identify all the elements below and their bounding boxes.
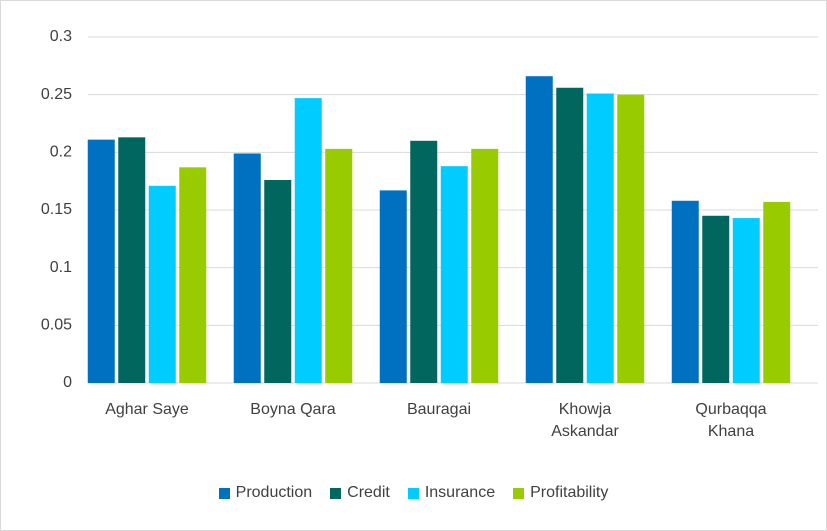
bar [702,215,730,383]
y-tick-label: 0.2 [50,144,72,161]
bar [440,166,468,383]
y-tick-label: 0.3 [50,28,72,45]
bar [87,139,115,383]
bar [264,180,292,383]
x-tick-label: Bauragai [406,401,472,418]
y-tick-label: 0.25 [41,86,72,103]
x-tick-label: Aghar Saye [105,401,189,418]
y-tick-label: 0.15 [41,201,72,218]
legend-item: Profitability [513,484,608,502]
bar [148,185,176,383]
bar [671,200,699,383]
x-tick-label: Qurbaqqa Khana [695,401,767,440]
bar [233,153,261,383]
bar [294,98,322,384]
legend-item: Insurance [407,484,496,502]
y-tick-label: 0 [63,374,72,391]
y-tick-label: 0.05 [41,317,72,334]
legend-swatch [330,487,342,499]
legend-item: Production [218,484,313,502]
bar [179,167,207,383]
x-tick-label: Boyna Qara [250,401,336,418]
bar [732,218,760,383]
legend-item: Credit [330,484,390,502]
bar [556,87,584,383]
bar [410,140,438,383]
legend-label: Production [235,484,313,501]
x-tick-label: Khowja Askandar [551,401,619,440]
bar [471,148,499,383]
legend-label: Insurance [424,484,496,501]
bar [763,201,791,383]
legend-label: Credit [347,484,390,501]
legend-swatch [218,487,230,499]
y-tick-label: 0.1 [50,259,72,276]
legend-swatch [407,487,419,499]
legend-swatch [513,487,525,499]
bar [118,137,146,383]
bar [379,190,407,383]
bar [525,76,553,384]
bar [325,148,353,383]
bar [617,94,645,384]
legend-label: Profitability [530,484,609,501]
legend: Production Credit Insurance Profitability [0,484,827,502]
bar [586,93,614,383]
